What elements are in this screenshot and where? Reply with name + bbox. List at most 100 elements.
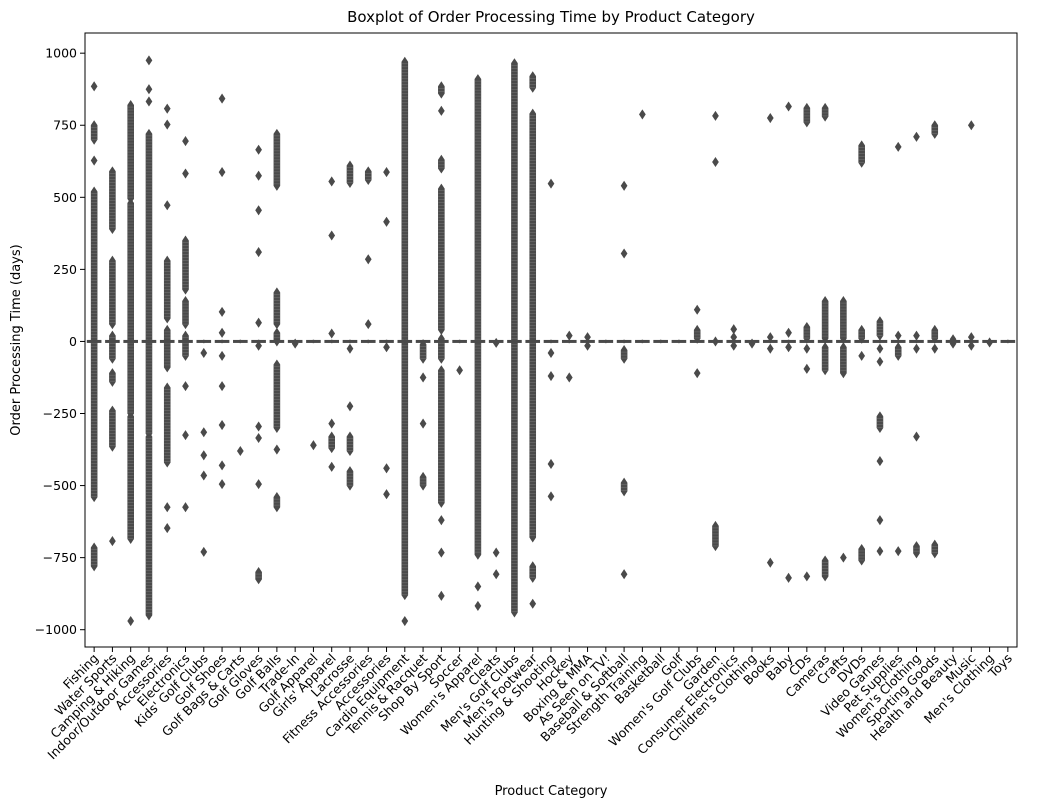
outlier-points	[967, 340, 975, 351]
outlier-points	[894, 141, 902, 152]
outlier-points	[273, 287, 281, 330]
category-box-5	[178, 136, 193, 513]
category-box-13	[324, 176, 340, 472]
y-tick-label: −250	[43, 406, 77, 421]
category-box-8	[233, 339, 248, 457]
box-median	[726, 339, 742, 343]
category-box-16	[379, 167, 394, 500]
category-box-3	[141, 55, 157, 621]
outlier-points	[712, 520, 719, 552]
outlier-points	[876, 356, 884, 367]
outlier-points	[364, 319, 372, 330]
outlier-points	[200, 470, 208, 481]
outlier-points	[255, 247, 262, 258]
outlier-points	[127, 100, 134, 204]
outlier-points	[529, 598, 537, 609]
outlier-points	[182, 136, 189, 147]
outlier-points	[182, 330, 189, 361]
y-axis-label: Order Processing Time (days)	[9, 244, 24, 435]
box-median	[1000, 339, 1016, 343]
category-box-21	[470, 74, 486, 611]
outlier-points	[876, 316, 884, 341]
outlier-points	[437, 515, 445, 526]
outlier-points	[913, 330, 920, 341]
outlier-points	[803, 321, 811, 344]
y-tick-label: −500	[43, 478, 77, 493]
box-median	[342, 339, 358, 343]
outlier-points	[785, 327, 792, 338]
outlier-points	[474, 600, 482, 611]
outlier-points	[163, 324, 171, 373]
category-box-25	[543, 178, 559, 502]
chart-title: Boxplot of Order Processing Time by Prod…	[347, 8, 755, 26]
outlier-points	[547, 458, 555, 469]
category-box-1	[105, 166, 120, 547]
outlier-points	[547, 347, 555, 359]
category-box-42	[854, 140, 869, 566]
outlier-points	[218, 306, 226, 317]
category-box-0	[86, 81, 102, 572]
outlier-points	[163, 103, 171, 114]
outlier-points	[383, 216, 390, 227]
box-median	[360, 339, 376, 343]
box-median	[452, 339, 467, 343]
outlier-points	[639, 109, 646, 120]
outlier-points	[109, 368, 116, 387]
box-median	[781, 339, 796, 343]
outlier-points	[620, 477, 628, 497]
box-median	[927, 339, 943, 343]
outlier-points	[328, 176, 336, 187]
outlier-points	[273, 128, 281, 191]
category-box-32	[671, 339, 687, 344]
outlier-points	[200, 427, 208, 438]
y-tick-label: 1000	[45, 46, 77, 61]
outlier-points	[346, 431, 354, 457]
outlier-points	[876, 515, 884, 526]
outlier-points	[218, 327, 226, 338]
box-median	[306, 339, 321, 343]
outlier-points	[693, 324, 701, 344]
outlier-points	[693, 304, 701, 315]
outlier-points	[840, 296, 847, 344]
category-box-24	[525, 71, 541, 609]
outlier-points	[565, 372, 573, 383]
box-median	[580, 339, 595, 343]
outlier-points	[967, 120, 975, 131]
outlier-points	[255, 317, 262, 328]
outlier-points	[913, 431, 920, 442]
outlier-points	[547, 178, 555, 189]
box-median	[945, 339, 961, 343]
category-box-44	[890, 141, 906, 557]
box-median	[561, 339, 577, 343]
box-median	[507, 339, 522, 343]
box-median	[233, 339, 248, 343]
box-median	[836, 339, 851, 343]
box-median	[817, 339, 833, 343]
outlier-points	[894, 342, 902, 361]
outlier-points	[328, 328, 336, 339]
box-median	[324, 339, 340, 343]
outlier-points	[255, 432, 262, 444]
outlier-points	[310, 440, 317, 451]
box-median	[214, 339, 230, 343]
outlier-points	[255, 144, 262, 155]
outlier-points	[163, 523, 171, 534]
outlier-points	[364, 254, 372, 265]
outlier-points	[894, 330, 902, 341]
box-median	[689, 339, 705, 343]
x-axis-label: Product Category	[495, 784, 608, 799]
outlier-points	[913, 541, 920, 559]
category-box-14	[342, 160, 358, 491]
category-box-11	[287, 338, 303, 349]
outlier-points	[620, 569, 628, 580]
outlier-points	[255, 567, 262, 585]
outlier-points	[182, 168, 189, 179]
outlier-points	[858, 140, 865, 168]
category-box-47	[945, 334, 961, 349]
outlier-points	[712, 110, 719, 121]
outlier-points	[437, 590, 445, 601]
outlier-points	[913, 131, 920, 142]
box-median	[178, 339, 193, 343]
category-box-48	[964, 120, 979, 351]
outlier-points	[547, 370, 555, 382]
